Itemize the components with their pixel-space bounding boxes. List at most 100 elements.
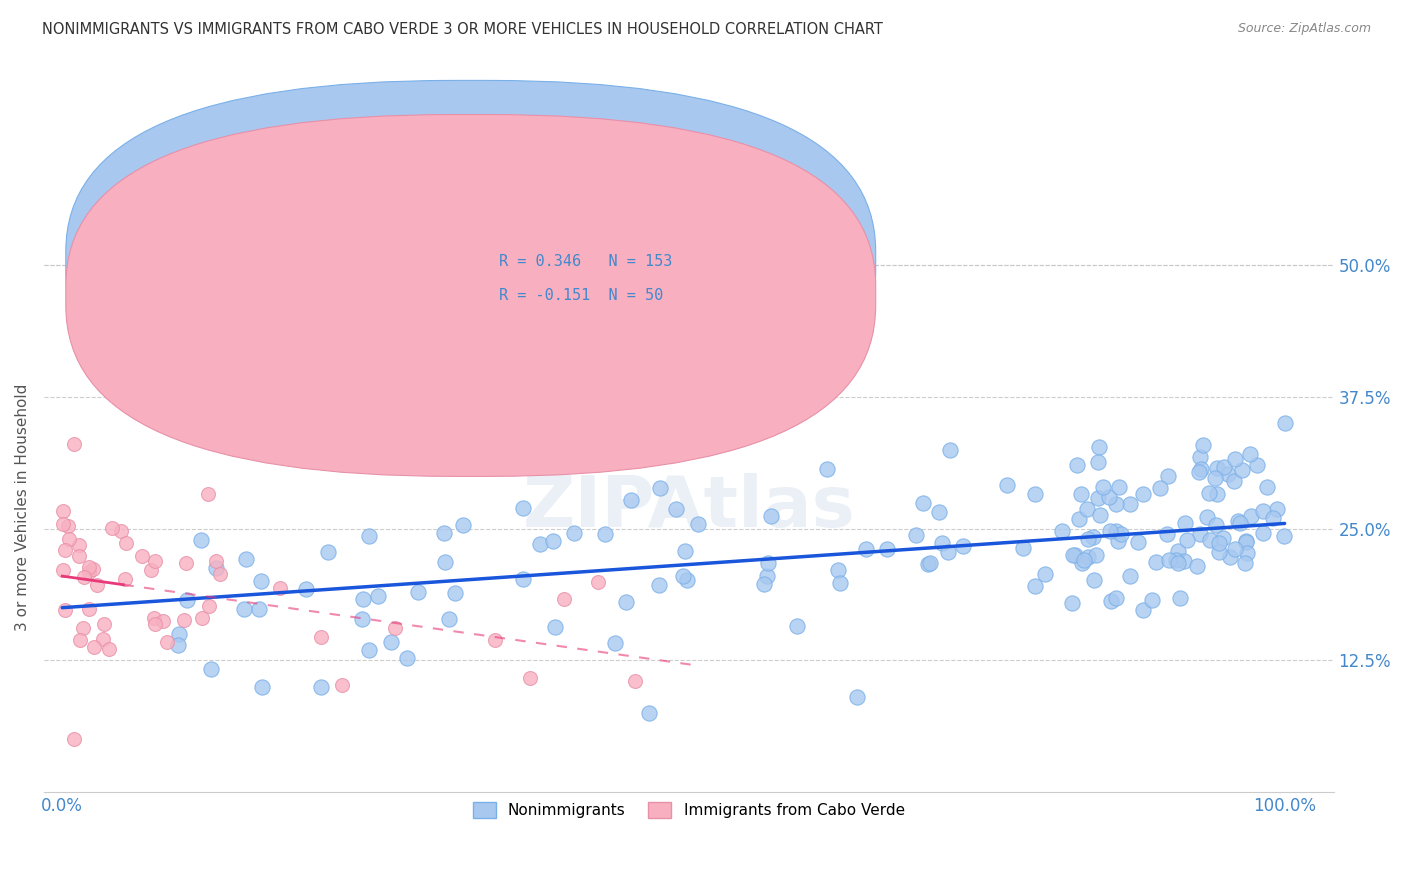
Point <box>316 545 339 559</box>
Point <box>827 563 849 577</box>
Point <box>1060 596 1083 610</box>
Point <box>1272 529 1295 543</box>
Point <box>1188 450 1211 464</box>
Point <box>845 690 868 705</box>
Point <box>1132 486 1154 500</box>
Point <box>1108 480 1130 494</box>
Point <box>330 678 353 692</box>
Point <box>676 573 699 587</box>
Point <box>77 601 100 615</box>
Point <box>529 537 551 551</box>
Point <box>1204 471 1226 485</box>
Point <box>200 662 222 676</box>
Point <box>1099 524 1122 538</box>
Point <box>1251 525 1274 540</box>
Point <box>72 621 94 635</box>
Point <box>91 632 114 646</box>
Point <box>357 643 380 657</box>
Point <box>911 496 934 510</box>
Point <box>1261 511 1284 525</box>
Point <box>1062 549 1084 563</box>
Point <box>756 556 779 570</box>
Point <box>614 595 637 609</box>
Point <box>269 581 291 595</box>
Point <box>1144 555 1167 569</box>
Point <box>58 519 80 533</box>
Point <box>562 526 585 541</box>
Point <box>1156 527 1178 541</box>
Point <box>1265 502 1288 516</box>
Point <box>1246 458 1268 472</box>
Point <box>1024 487 1046 501</box>
Point <box>350 612 373 626</box>
Point <box>952 539 974 553</box>
Point <box>1076 501 1098 516</box>
Point <box>1234 534 1257 549</box>
Text: NONIMMIGRANTS VS IMMIGRANTS FROM CABO VERDE 3 OR MORE VEHICLES IN HOUSEHOLD CORR: NONIMMIGRANTS VS IMMIGRANTS FROM CABO VE… <box>42 22 883 37</box>
Point <box>1206 487 1229 501</box>
Point <box>235 552 257 566</box>
Point <box>817 461 839 475</box>
FancyBboxPatch shape <box>66 80 876 442</box>
Point <box>1197 510 1219 524</box>
Point <box>1070 487 1092 501</box>
Point <box>648 578 671 592</box>
Point <box>395 650 418 665</box>
Point <box>638 706 661 720</box>
Point <box>1229 516 1251 531</box>
Point <box>52 517 75 532</box>
Point <box>433 525 456 540</box>
Point <box>512 572 534 586</box>
Point <box>67 538 90 552</box>
Point <box>752 577 775 591</box>
Point <box>1167 556 1189 570</box>
Point <box>451 518 474 533</box>
Point <box>82 562 104 576</box>
Point <box>939 442 962 457</box>
Point <box>1033 567 1056 582</box>
Point <box>1081 530 1104 544</box>
Point <box>1077 532 1099 546</box>
Point <box>52 563 75 577</box>
Point <box>152 614 174 628</box>
Point <box>406 585 429 599</box>
Point <box>247 602 270 616</box>
Point <box>53 603 76 617</box>
Point <box>620 493 643 508</box>
Point <box>1199 533 1222 548</box>
Point <box>1230 463 1253 477</box>
Point <box>928 505 950 519</box>
Point <box>1064 548 1087 562</box>
Point <box>63 732 86 747</box>
Point <box>1205 461 1227 475</box>
Point <box>1208 545 1230 559</box>
Point <box>1192 438 1215 452</box>
Point <box>1119 569 1142 583</box>
Point <box>191 611 214 625</box>
Point <box>786 619 808 633</box>
Point <box>1174 516 1197 530</box>
Point <box>1170 591 1192 605</box>
Point <box>595 527 617 541</box>
Point <box>1233 556 1256 570</box>
Point <box>917 558 939 572</box>
Point <box>83 640 105 654</box>
Point <box>143 616 166 631</box>
Point <box>1166 552 1188 566</box>
Point <box>69 632 91 647</box>
Point <box>204 561 226 575</box>
Point <box>79 560 101 574</box>
Point <box>1107 533 1129 548</box>
Point <box>1070 557 1092 571</box>
Point <box>311 630 333 644</box>
Point <box>1069 511 1091 525</box>
Point <box>876 541 898 556</box>
Point <box>936 545 959 559</box>
Point <box>519 671 541 685</box>
Text: Source: ZipAtlas.com: Source: ZipAtlas.com <box>1237 22 1371 36</box>
Point <box>114 572 136 586</box>
Point <box>173 613 195 627</box>
Point <box>1223 474 1246 488</box>
Point <box>433 555 456 569</box>
Point <box>77 565 100 579</box>
